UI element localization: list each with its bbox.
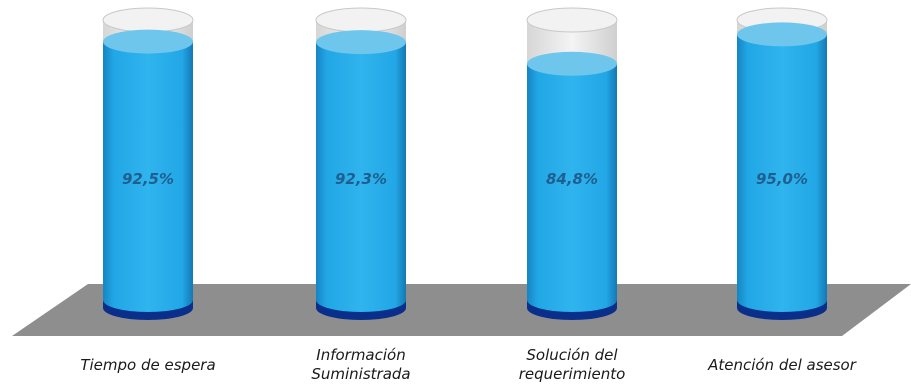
cylinder-fill-top: [737, 22, 827, 47]
chart-floor: [12, 284, 911, 336]
category-label: Tiempo de espera: [80, 356, 216, 374]
value-label: 92,3%: [335, 170, 387, 188]
cylinder-fill-top: [103, 29, 193, 54]
cylinder-bar: 84,8%: [526, 7, 618, 320]
value-label: 95,0%: [756, 170, 808, 188]
cylinder-bar: 92,5%: [102, 7, 194, 320]
cylinder-bar: 92,3%: [315, 7, 407, 320]
category-label: Solución del requerimiento: [518, 346, 626, 383]
cylinder-glass-top: [102, 7, 194, 33]
value-label: 92,5%: [122, 170, 174, 188]
cylinder-bar: 95,0%: [736, 7, 828, 320]
cylinder-fill: [527, 63, 617, 312]
cylinder-fill-top: [316, 30, 406, 55]
cylinder-fill: [316, 42, 406, 313]
value-label: 84,8%: [546, 170, 598, 188]
cylinder-glass-top: [526, 7, 618, 33]
category-label: Atención del asesor: [708, 356, 856, 374]
cylinder-fill: [737, 34, 827, 313]
cylinder-fill: [103, 41, 193, 312]
bars-group: 92,5% 92,3% 84,8% 95,0%: [102, 7, 828, 320]
cylinder-glass-top: [315, 7, 407, 33]
cylinder-fill-top: [527, 51, 617, 76]
category-label: Información Suministrada: [311, 346, 411, 383]
